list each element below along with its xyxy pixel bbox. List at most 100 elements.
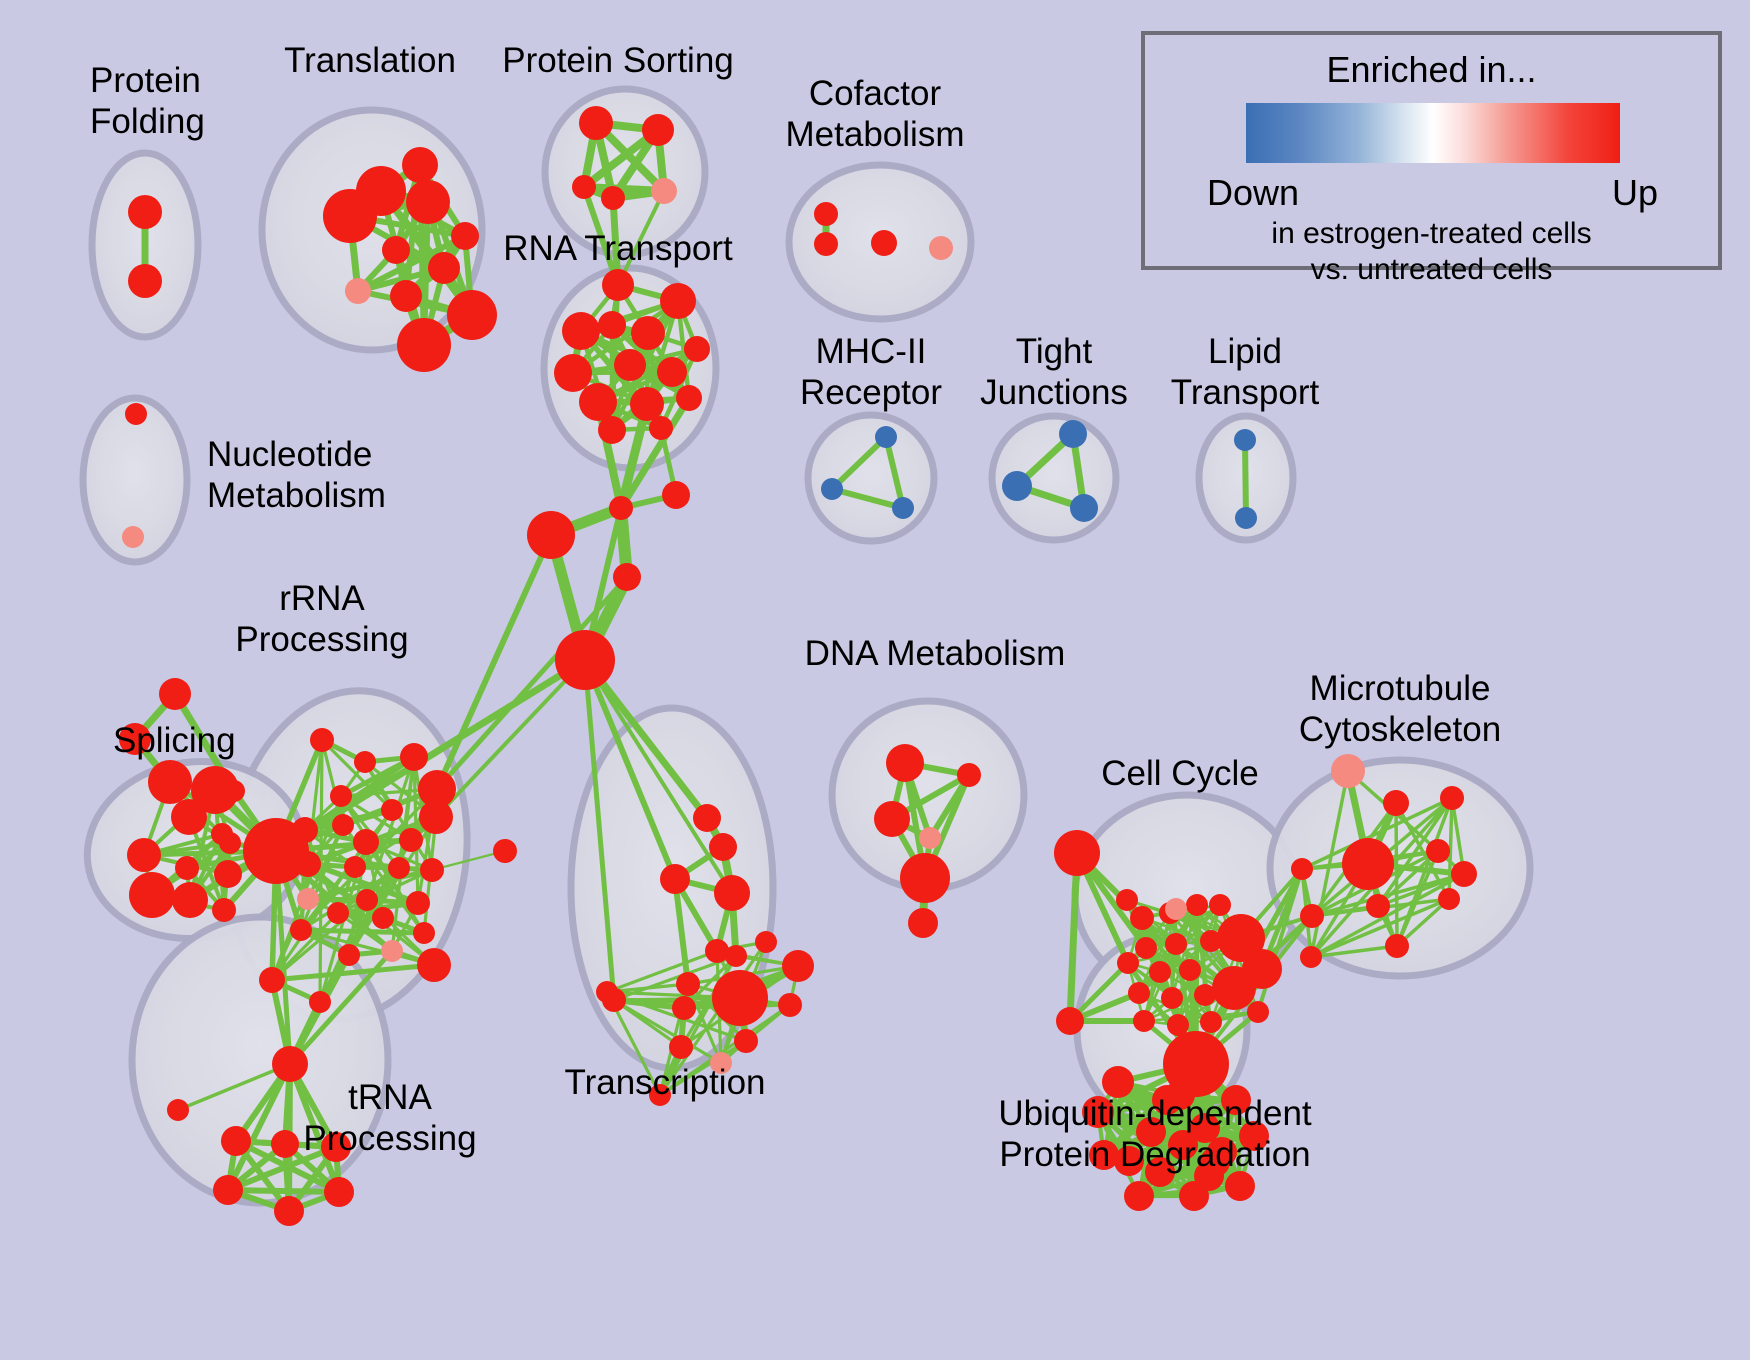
network-node <box>419 800 453 834</box>
network-node <box>669 1035 693 1059</box>
network-node <box>309 991 331 1013</box>
network-node <box>1200 930 1222 952</box>
network-node <box>272 1046 308 1082</box>
network-node <box>1194 984 1216 1006</box>
edge <box>582 657 678 882</box>
network-node <box>310 728 334 752</box>
network-node <box>271 1130 299 1158</box>
network-node <box>344 856 366 878</box>
cluster-label-transcription: Transcription <box>564 1063 766 1102</box>
network-node <box>1247 1001 1269 1023</box>
network-node <box>372 907 394 929</box>
edge <box>298 927 427 936</box>
network-node <box>1054 830 1100 876</box>
cluster-label-mhc-ii-receptor: MHC-II Receptor <box>799 332 943 412</box>
edge <box>1300 796 1454 871</box>
network-node <box>579 106 613 140</box>
edge <box>1066 849 1081 1025</box>
network-node <box>119 723 151 755</box>
network-node <box>614 349 646 381</box>
network-node <box>1383 790 1409 816</box>
edge <box>672 876 691 987</box>
network-node <box>660 864 690 894</box>
network-node <box>1190 1113 1220 1143</box>
network-node <box>1070 494 1098 522</box>
network-node <box>125 403 147 425</box>
network-node <box>1366 894 1390 918</box>
edge <box>1310 872 1466 918</box>
network-node <box>642 114 674 146</box>
network-node <box>957 763 981 787</box>
network-node <box>527 511 575 559</box>
network-node <box>1117 952 1139 974</box>
network-node <box>1133 1010 1155 1032</box>
network-node <box>649 416 673 440</box>
legend-caption-line1: in estrogen-treated cells <box>1271 217 1592 250</box>
edge <box>581 656 711 822</box>
network-node <box>710 1052 732 1074</box>
network-node <box>886 744 924 782</box>
network-node <box>274 1196 304 1226</box>
network-node <box>1165 898 1187 920</box>
edge <box>299 787 439 932</box>
network-node <box>1116 889 1138 911</box>
network-node <box>413 922 435 944</box>
edge <box>335 900 421 916</box>
network-node <box>330 785 352 807</box>
cluster-label-cell-cycle: Cell Cycle <box>1101 754 1259 793</box>
network-node <box>1089 1140 1119 1170</box>
network-node <box>381 940 403 962</box>
edge <box>658 346 700 431</box>
network-node <box>1128 982 1150 1004</box>
cluster-hull-mhc-ii-receptor <box>804 411 938 545</box>
network-node <box>693 804 721 832</box>
network-node <box>1130 906 1154 930</box>
network-node <box>1225 1171 1255 1201</box>
edge <box>582 657 617 1003</box>
network-node <box>1291 858 1313 880</box>
network-node <box>1221 1085 1251 1115</box>
network-node <box>214 860 242 888</box>
network-node <box>417 948 451 982</box>
legend-title: Enriched in... <box>1326 49 1537 90</box>
network-node <box>929 236 953 260</box>
network-node <box>1165 933 1187 955</box>
network-node <box>579 383 617 421</box>
network-node <box>353 829 379 855</box>
network-node <box>399 828 423 852</box>
network-node <box>128 195 162 229</box>
network-node <box>871 230 897 256</box>
edge <box>355 233 468 294</box>
edge <box>287 1061 342 1195</box>
network-node <box>171 799 207 835</box>
network-node <box>814 202 838 226</box>
edge <box>1142 1010 1260 1023</box>
network-node <box>191 766 239 814</box>
legend-low-label: Down <box>1207 172 1300 213</box>
cluster-label-microtubule-cytoskeleton: Microtubule Cytoskeleton <box>1298 669 1502 749</box>
edge <box>658 1039 748 1097</box>
edge <box>612 998 723 1065</box>
edge <box>430 849 507 872</box>
network-node <box>172 882 208 918</box>
edge <box>883 434 906 511</box>
edge <box>176 1062 292 1112</box>
network-node <box>555 630 615 690</box>
network-node <box>601 186 625 210</box>
network-node <box>447 290 497 340</box>
legend-colorbar <box>1246 103 1620 163</box>
network-node <box>1136 1117 1166 1147</box>
network-node <box>712 970 768 1026</box>
network-node <box>1082 1096 1114 1128</box>
network-node <box>598 311 626 339</box>
network-node <box>908 908 938 938</box>
cluster-label-protein-folding: Protein Folding <box>90 61 205 141</box>
network-node <box>418 770 456 808</box>
network-node <box>167 1099 189 1121</box>
edge <box>1309 872 1466 959</box>
network-node <box>356 889 378 911</box>
network-node <box>1167 1014 1189 1036</box>
network-node <box>324 1177 354 1207</box>
network-node <box>1209 894 1231 916</box>
edge <box>272 656 589 855</box>
